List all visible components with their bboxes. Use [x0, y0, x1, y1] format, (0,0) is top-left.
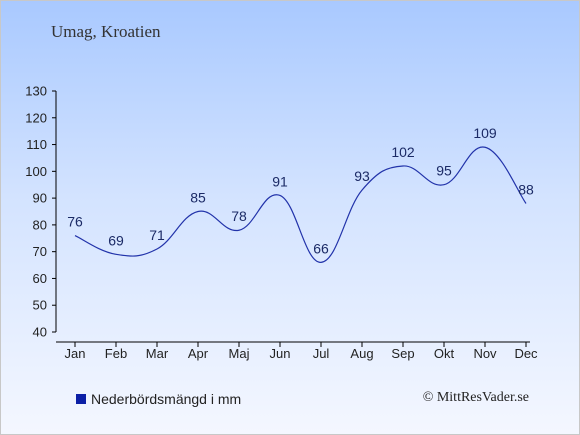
x-tick-label: Sep [391, 346, 414, 361]
x-tick-label: Jun [270, 346, 291, 361]
x-tick-label: Feb [105, 346, 127, 361]
x-tick-label: Mar [146, 346, 169, 361]
data-label: 76 [67, 214, 83, 230]
data-label: 91 [272, 173, 288, 189]
chart-title: Umag, Kroatien [51, 22, 161, 41]
x-tick-label: Dec [514, 346, 538, 361]
y-tick-label: 120 [25, 110, 47, 125]
y-tick-label: 70 [33, 244, 47, 259]
y-tick-label: 40 [33, 325, 47, 340]
x-tick-label: Okt [434, 346, 455, 361]
credit-text: © MittResVader.se [422, 390, 529, 405]
legend-label: Nederbördsmängd i mm [91, 391, 242, 407]
data-label: 93 [354, 168, 370, 184]
y-tick-label: 130 [25, 84, 47, 99]
y-tick-label: 60 [33, 271, 47, 286]
x-tick-label: Nov [473, 346, 497, 361]
legend: Nederbördsmängd i mm [76, 391, 241, 407]
x-tick-label: Apr [188, 346, 209, 361]
x-tick-label: Maj [229, 346, 250, 361]
data-label: 102 [391, 144, 415, 160]
y-tick-label: 100 [25, 164, 47, 179]
series-line [74, 146, 527, 263]
x-tick-label: Jul [313, 346, 330, 361]
x-tick-label: Jan [65, 346, 86, 361]
data-label: 85 [190, 190, 206, 206]
data-label: 95 [436, 163, 452, 179]
data-label: 78 [231, 208, 247, 224]
y-tick-label: 90 [33, 191, 47, 206]
data-label: 88 [518, 181, 534, 197]
legend-swatch [76, 394, 86, 404]
x-tick-label: Aug [350, 346, 373, 361]
data-label: 69 [108, 232, 124, 248]
y-tick-label: 50 [33, 298, 47, 313]
y-tick-label: 80 [33, 217, 47, 232]
data-label: 109 [473, 125, 497, 141]
data-label: 71 [149, 227, 165, 243]
data-label: 66 [313, 240, 329, 256]
y-tick-label: 110 [26, 137, 47, 152]
